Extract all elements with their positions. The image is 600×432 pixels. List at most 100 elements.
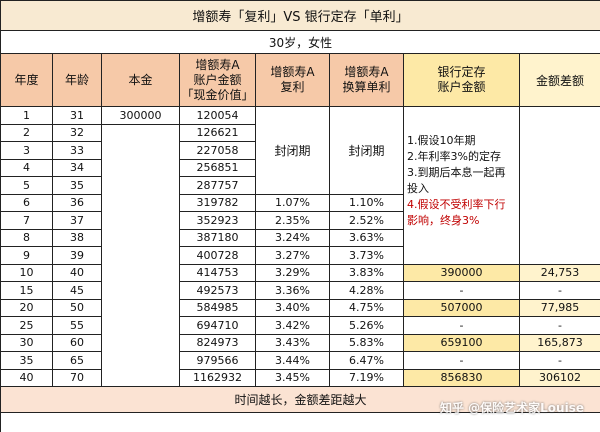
table-title: 增额寿「复利」VS 银行定存「单利」 <box>1 1 600 31</box>
note-4: 4.假设不受利率下行影响，终身3% <box>407 198 506 227</box>
cell-year: 5 <box>1 177 53 195</box>
cell-simple-rate: 3.83% <box>330 264 404 282</box>
cell-age: 37 <box>53 212 102 230</box>
cell-cash-value: 1162932 <box>180 369 256 387</box>
cell-compound-rate: 1.07% <box>256 194 330 212</box>
cell-simple-rate: 4.75% <box>330 299 404 317</box>
cell-cash-value: 352923 <box>180 212 256 230</box>
cell-age: 36 <box>53 194 102 212</box>
cell-bank-balance: - <box>404 352 520 370</box>
cell-year: 40 <box>1 369 53 387</box>
cell-bank-balance: 856830 <box>404 369 520 387</box>
principal-cell: 300000 <box>102 107 180 125</box>
cell-year: 30 <box>1 334 53 352</box>
cell-compound-rate: 3.27% <box>256 247 330 265</box>
cell-year: 25 <box>1 317 53 335</box>
cell-simple-rate: 7.19% <box>330 369 404 387</box>
cell-difference: 165,873 <box>520 334 600 352</box>
header-year: 年度 <box>1 54 53 107</box>
cell-year: 9 <box>1 247 53 265</box>
cell-year: 20 <box>1 299 53 317</box>
cell-bank-balance: 507000 <box>404 299 520 317</box>
cell-simple-rate: 4.28% <box>330 282 404 300</box>
table-subtitle: 30岁，女性 <box>1 31 600 54</box>
cell-cash-value: 126621 <box>180 124 256 142</box>
cell-cash-value: 400728 <box>180 247 256 265</box>
cell-simple-rate: 6.47% <box>330 352 404 370</box>
cell-age: 50 <box>53 299 102 317</box>
cell-year: 10 <box>1 264 53 282</box>
difference-blank <box>520 107 600 265</box>
cell-cash-value: 414753 <box>180 264 256 282</box>
cell-compound-rate: 3.29% <box>256 264 330 282</box>
cell-age: 38 <box>53 229 102 247</box>
cell-age: 35 <box>53 177 102 195</box>
cell-simple-rate: 2.52% <box>330 212 404 230</box>
cell-simple-rate: 5.26% <box>330 317 404 335</box>
cell-difference: 24,753 <box>520 264 600 282</box>
cell-cash-value: 387180 <box>180 229 256 247</box>
cell-age: 34 <box>53 159 102 177</box>
lock-period-compound: 封闭期 <box>256 107 330 195</box>
cell-compound-rate: 2.35% <box>256 212 330 230</box>
cell-difference: 306102 <box>520 369 600 387</box>
cell-compound-rate: 3.45% <box>256 369 330 387</box>
cell-compound-rate: 3.24% <box>256 229 330 247</box>
watermark: 知乎 @保险艺术家Louise <box>439 401 584 415</box>
cell-compound-rate: 3.44% <box>256 352 330 370</box>
cell-age: 55 <box>53 317 102 335</box>
cell-bank-balance: - <box>404 317 520 335</box>
cell-age: 65 <box>53 352 102 370</box>
cell-year: 4 <box>1 159 53 177</box>
cell-cash-value: 227058 <box>180 142 256 160</box>
cell-bank-balance: 390000 <box>404 264 520 282</box>
cell-age: 45 <box>53 282 102 300</box>
cell-cash-value: 584985 <box>180 299 256 317</box>
cell-age: 60 <box>53 334 102 352</box>
cell-bank-balance: - <box>404 282 520 300</box>
cell-year: 35 <box>1 352 53 370</box>
cell-year: 15 <box>1 282 53 300</box>
header-compound-rate: 增额寿A 复利 <box>256 54 330 107</box>
header-principal: 本金 <box>102 54 180 107</box>
cell-age: 40 <box>53 264 102 282</box>
cell-year: 7 <box>1 212 53 230</box>
cell-age: 31 <box>53 107 102 125</box>
cell-difference: 77,985 <box>520 299 600 317</box>
cell-age: 39 <box>53 247 102 265</box>
cell-cash-value: 824973 <box>180 334 256 352</box>
header-cash-value: 增额寿A 账户金额 「现金价值」 <box>180 54 256 107</box>
cell-age: 33 <box>53 142 102 160</box>
cell-simple-rate: 1.10% <box>330 194 404 212</box>
note-1: 1.假设10年期 <box>407 134 476 147</box>
cell-age: 32 <box>53 124 102 142</box>
note-3: 3.到期后本息一起再投入 <box>407 166 506 195</box>
cell-simple-rate: 3.63% <box>330 229 404 247</box>
cell-compound-rate: 3.40% <box>256 299 330 317</box>
cell-simple-rate: 5.83% <box>330 334 404 352</box>
cell-difference: - <box>520 282 600 300</box>
table-footer: 时间越长，金额差距越大 <box>1 387 600 413</box>
header-simple-rate: 增额寿A 换算单利 <box>330 54 404 107</box>
cell-year: 1 <box>1 107 53 125</box>
cell-year: 6 <box>1 194 53 212</box>
cell-difference: - <box>520 352 600 370</box>
cell-simple-rate: 3.73% <box>330 247 404 265</box>
header-bank-balance: 银行定存 账户金额 <box>404 54 520 107</box>
cell-age: 70 <box>53 369 102 387</box>
header-age: 年龄 <box>53 54 102 107</box>
cell-difference: - <box>520 317 600 335</box>
cell-cash-value: 979566 <box>180 352 256 370</box>
cell-year: 2 <box>1 124 53 142</box>
cell-cash-value: 287757 <box>180 177 256 195</box>
cell-cash-value: 492573 <box>180 282 256 300</box>
note-2: 2.年利率3%的定存 <box>407 150 501 163</box>
lock-period-simple: 封闭期 <box>330 107 404 195</box>
cell-cash-value: 120054 <box>180 107 256 125</box>
cell-compound-rate: 3.43% <box>256 334 330 352</box>
cell-compound-rate: 3.36% <box>256 282 330 300</box>
cell-bank-balance: 659100 <box>404 334 520 352</box>
cell-year: 8 <box>1 229 53 247</box>
cell-cash-value: 256851 <box>180 159 256 177</box>
